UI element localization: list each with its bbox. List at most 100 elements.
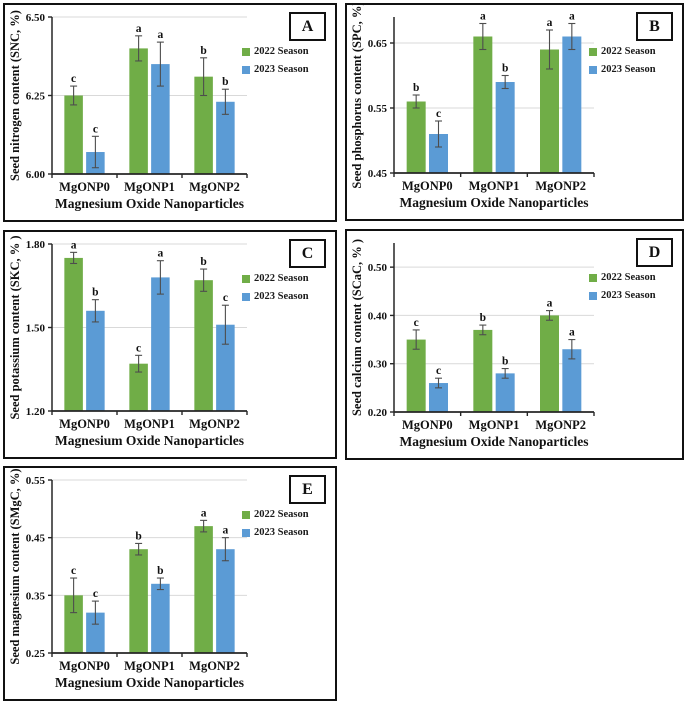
bar-2022-season-mgonp2	[194, 280, 213, 411]
bar-2023-season-mgonp0	[429, 134, 448, 173]
error-bar	[479, 324, 487, 336]
x-tick-label: MgONP0	[59, 417, 110, 431]
y-tick-label: 1.50	[26, 323, 46, 335]
bar-2023-season-mgonp1	[151, 583, 170, 653]
bar-2023-season-mgonp2	[562, 349, 582, 412]
panel-label-box-a: A	[289, 12, 326, 41]
bar-2023-season-mgonp1	[495, 373, 515, 412]
panel-letter: A	[301, 17, 314, 35]
bar-2023-season-mgonp0	[429, 383, 448, 412]
panel-a: 6.00 6.25 6.50 c a b c a b MgONP0 MgONP1 MgONP2 Magn…	[3, 3, 337, 222]
sig-letter: c	[436, 365, 441, 377]
legend-b: 2022 Season 2023 Season	[589, 46, 679, 82]
chart-panel-c: 1.20 1.50 1.80 a c b b a c MgONP0 MgONP1 MgONP2 Magn…	[8, 235, 248, 448]
bar-2022-season-mgonp0	[406, 339, 426, 412]
sig-letter: a	[158, 29, 164, 41]
legend-item-2022-season: 2022 Season	[589, 272, 679, 284]
legend-label: 2023 Season	[254, 526, 309, 538]
error-bar	[91, 600, 99, 625]
error-bar	[70, 251, 78, 265]
legend-label: 2022 Season	[601, 272, 656, 283]
x-tick-label: MgONP1	[124, 659, 175, 673]
bar-2022-season-mgonp2	[540, 315, 559, 412]
y-tick-label: 0.25	[26, 648, 46, 660]
sig-letter: a	[158, 248, 164, 260]
error-bar	[70, 85, 78, 106]
legend-c: 2022 Season 2023 Season	[242, 273, 332, 309]
sig-letter: b	[135, 530, 141, 542]
error-bar	[501, 367, 509, 379]
sig-letter: b	[157, 565, 163, 577]
legend-e: 2022 Season 2023 Season	[242, 509, 332, 545]
error-bar	[412, 94, 420, 109]
x-axis-title: Magnesium Oxide Nanoparticles	[55, 675, 244, 690]
sig-letter: a	[547, 17, 553, 29]
error-bar	[200, 268, 208, 292]
x-tick-label: MgONP0	[59, 180, 110, 194]
sig-letter: a	[480, 11, 486, 23]
panel-letter: D	[648, 243, 661, 261]
sig-letter: c	[414, 317, 419, 329]
bar-2023-season-mgonp2	[216, 549, 235, 653]
legend-item-2023-season: 2023 Season	[242, 526, 332, 539]
y-tick-label: 6.25	[26, 91, 46, 103]
bar-2022-season-mgonp1	[473, 329, 493, 412]
legend-item-2023-season: 2023 Season	[589, 64, 679, 76]
bar-2022-season-mgonp1	[129, 48, 148, 174]
sig-letter: b	[200, 256, 206, 268]
legend-label: 2022 Season	[254, 46, 309, 57]
error-bar	[91, 299, 99, 323]
sig-letter: b	[502, 63, 508, 75]
legend-marker-icon	[589, 48, 597, 57]
x-tick-label: MgONP1	[124, 180, 175, 194]
y-axis-title: Seed nitrogen content (SNC, %)	[8, 10, 22, 181]
sig-letter: c	[436, 108, 441, 120]
legend-marker-icon	[242, 528, 250, 537]
error-bar	[435, 377, 442, 389]
error-bar	[412, 329, 420, 350]
legend-label: 2022 Season	[601, 46, 656, 57]
bar-2022-season-mgonp0	[64, 257, 83, 411]
sig-letter: a	[201, 507, 207, 519]
bar-2022-season-mgonp1	[129, 363, 148, 411]
x-axis-title: Magnesium Oxide Nanoparticles	[400, 195, 589, 210]
x-tick-label: MgONP1	[124, 417, 175, 431]
legend-marker-icon	[242, 275, 250, 284]
bar-2023-season-mgonp1	[495, 82, 515, 173]
legend-marker-icon	[242, 65, 250, 74]
sig-letter: c	[93, 123, 98, 135]
error-bar	[135, 35, 143, 62]
error-bar	[156, 260, 164, 295]
legend-label: 2023 Season	[254, 63, 309, 75]
x-tick-label: MgONP2	[189, 417, 240, 431]
bar-2022-season-mgonp1	[129, 549, 148, 653]
error-bar	[156, 41, 164, 87]
sig-letter: c	[71, 73, 76, 85]
sig-letter: a	[223, 525, 229, 537]
error-bar	[135, 542, 143, 556]
error-bar	[479, 22, 487, 51]
panel-letter: B	[649, 17, 660, 35]
y-axis-title: Seed potassium content (SKC, % )	[8, 235, 22, 419]
error-bar	[91, 135, 99, 169]
error-bar	[221, 304, 229, 345]
bar-2023-season-mgonp0	[86, 310, 105, 411]
sig-letter: b	[502, 356, 508, 368]
error-bar	[435, 120, 442, 148]
legend-item-2023-season: 2023 Season	[242, 291, 332, 303]
sig-letter: b	[92, 287, 98, 299]
legend-item-2023-season: 2023 Season	[589, 289, 679, 302]
error-bar	[546, 310, 553, 321]
legend-item-2022-season: 2022 Season	[589, 46, 679, 58]
y-tick-label: 0.65	[368, 38, 388, 50]
sig-letter: a	[71, 239, 77, 251]
y-tick-label: 0.35	[26, 590, 46, 602]
bar-2022-season-mgonp2	[194, 526, 213, 653]
legend-marker-icon	[589, 274, 597, 283]
sig-letter: a	[136, 23, 142, 35]
legend-marker-icon	[242, 48, 250, 57]
legend-label: 2023 Season	[601, 289, 656, 301]
bar-2023-season-mgonp2	[216, 101, 235, 174]
x-tick-label: MgONP0	[402, 418, 453, 432]
x-tick-label: MgONP2	[189, 180, 240, 194]
